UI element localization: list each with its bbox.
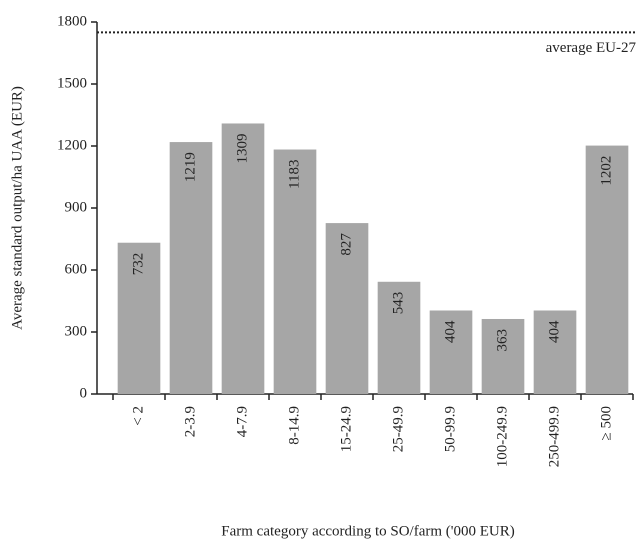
bar (273, 149, 317, 394)
value-label: 827 (338, 233, 354, 256)
value-label: 543 (390, 292, 406, 315)
y-tick-label: 1800 (57, 13, 87, 29)
value-label: 1309 (234, 133, 250, 163)
value-label: 732 (130, 253, 146, 276)
value-label: 404 (442, 320, 458, 343)
bar (117, 242, 161, 394)
y-tick-label: 300 (65, 323, 88, 339)
y-tick-label: 600 (65, 261, 88, 277)
bar (481, 318, 525, 394)
bar (221, 123, 265, 395)
x-tick-label: 2-3.9 (182, 406, 198, 437)
x-tick-label: ≥ 500 (598, 406, 614, 440)
bar (325, 223, 369, 394)
x-tick-label: 4-7.9 (234, 406, 250, 437)
reference-label: average EU-27 (546, 40, 637, 56)
y-tick-label: 900 (65, 199, 88, 215)
bar (377, 281, 421, 394)
bar (169, 142, 213, 394)
y-tick-label: 1500 (57, 75, 87, 91)
x-tick-label: < 2 (130, 406, 146, 426)
value-label: 363 (494, 329, 510, 352)
x-axis-title: Farm category according to SO/farm ('000… (221, 523, 514, 539)
x-tick-label: 100-249.9 (494, 406, 510, 467)
value-label: 1202 (598, 156, 614, 186)
x-tick-label: 50-99.9 (442, 406, 458, 452)
bar (585, 145, 629, 394)
x-tick-label: 8-14.9 (286, 406, 302, 445)
x-tick-label: 250-499.9 (546, 406, 562, 467)
y-axis-title: Average standard output/ha UAA (EUR) (9, 86, 25, 330)
bar (429, 310, 473, 394)
bar (533, 310, 577, 394)
y-tick-label: 0 (80, 385, 88, 401)
y-tick-label: 1200 (57, 137, 87, 153)
x-tick-label: 25-49.9 (390, 406, 406, 452)
value-label: 404 (546, 320, 562, 343)
value-label: 1183 (286, 160, 302, 189)
x-tick-label: 15-24.9 (338, 406, 354, 452)
value-label: 1219 (182, 152, 198, 182)
